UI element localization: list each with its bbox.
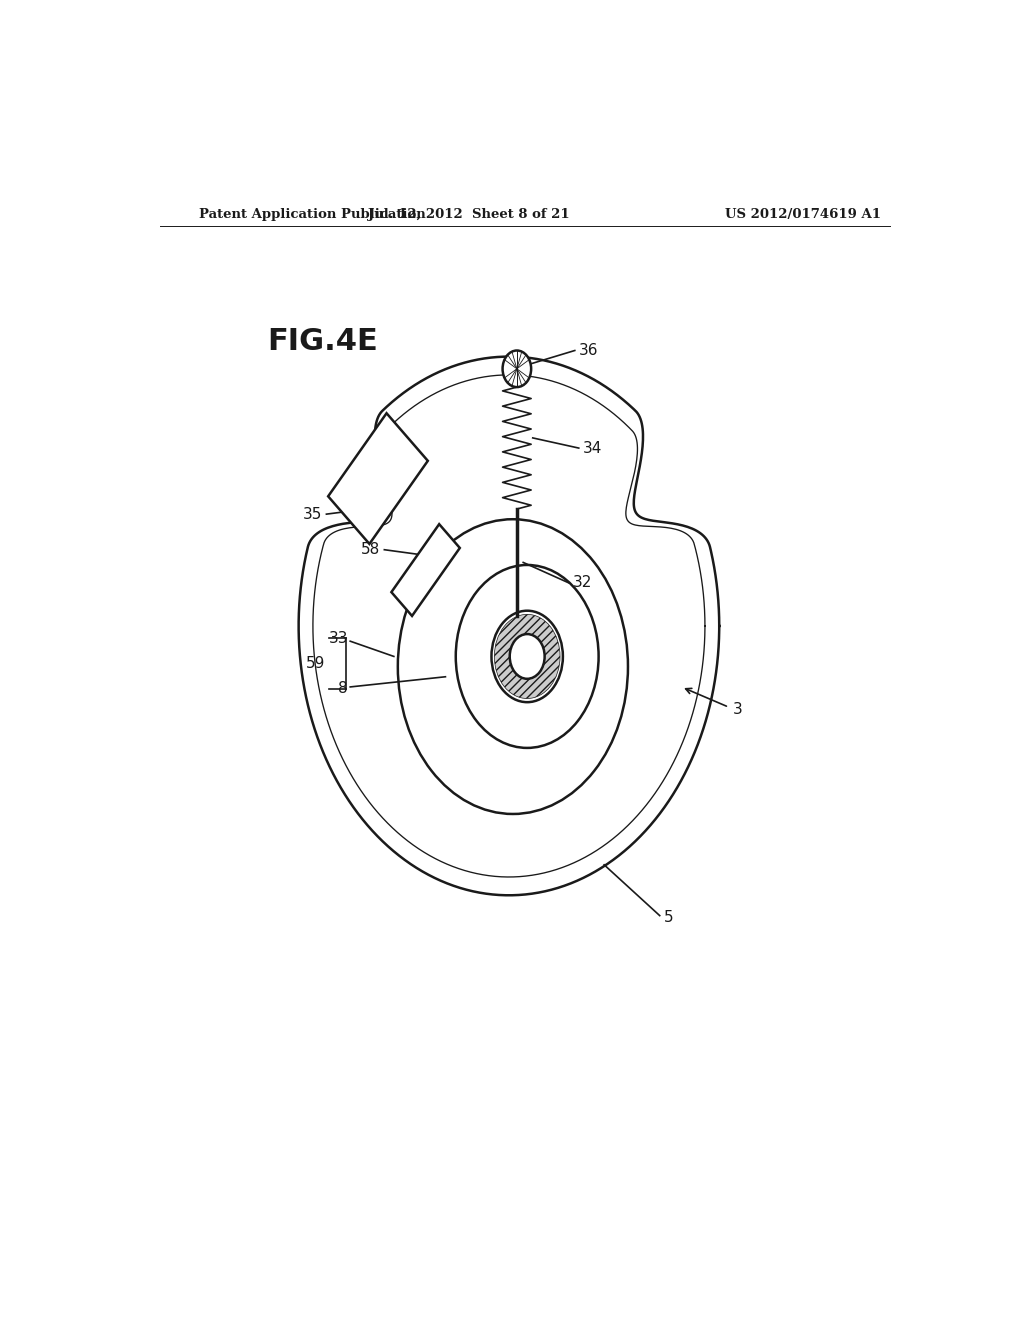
Text: 33: 33 [329, 631, 348, 645]
Text: 32: 32 [572, 576, 592, 590]
Text: 34: 34 [583, 441, 602, 455]
Text: 3: 3 [733, 702, 742, 717]
Circle shape [495, 614, 560, 698]
Text: 35: 35 [303, 507, 323, 521]
Circle shape [510, 634, 545, 678]
Polygon shape [391, 524, 460, 616]
Text: 8: 8 [338, 681, 348, 697]
Text: US 2012/0174619 A1: US 2012/0174619 A1 [725, 207, 881, 220]
Polygon shape [328, 413, 428, 544]
Text: 59: 59 [305, 656, 325, 671]
Text: FIG.4E: FIG.4E [267, 327, 378, 356]
Text: 5: 5 [664, 911, 674, 925]
Text: Jul. 12, 2012  Sheet 8 of 21: Jul. 12, 2012 Sheet 8 of 21 [369, 207, 570, 220]
Circle shape [503, 351, 531, 387]
Text: 58: 58 [361, 543, 380, 557]
Text: Patent Application Publication: Patent Application Publication [200, 207, 426, 220]
Text: 36: 36 [579, 343, 598, 358]
